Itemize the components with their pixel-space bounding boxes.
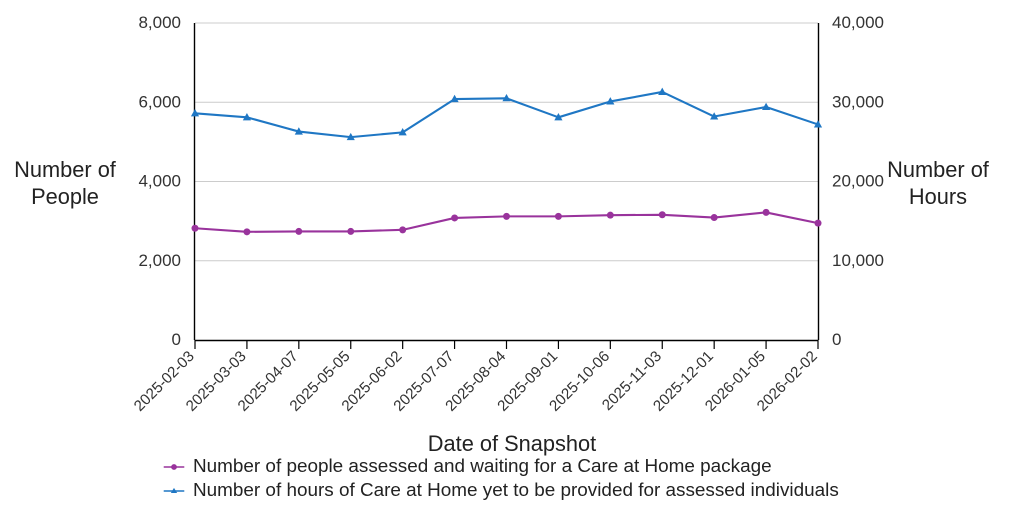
svg-text:0: 0 [832,330,841,349]
svg-text:6,000: 6,000 [138,92,181,111]
svg-text:30,000: 30,000 [832,92,884,111]
svg-text:4,000: 4,000 [138,172,181,191]
svg-text:8,000: 8,000 [138,13,181,32]
svg-text:0: 0 [172,330,181,349]
svg-text:40,000: 40,000 [832,13,884,32]
svg-text:2,000: 2,000 [138,251,181,270]
svg-text:10,000: 10,000 [832,251,884,270]
